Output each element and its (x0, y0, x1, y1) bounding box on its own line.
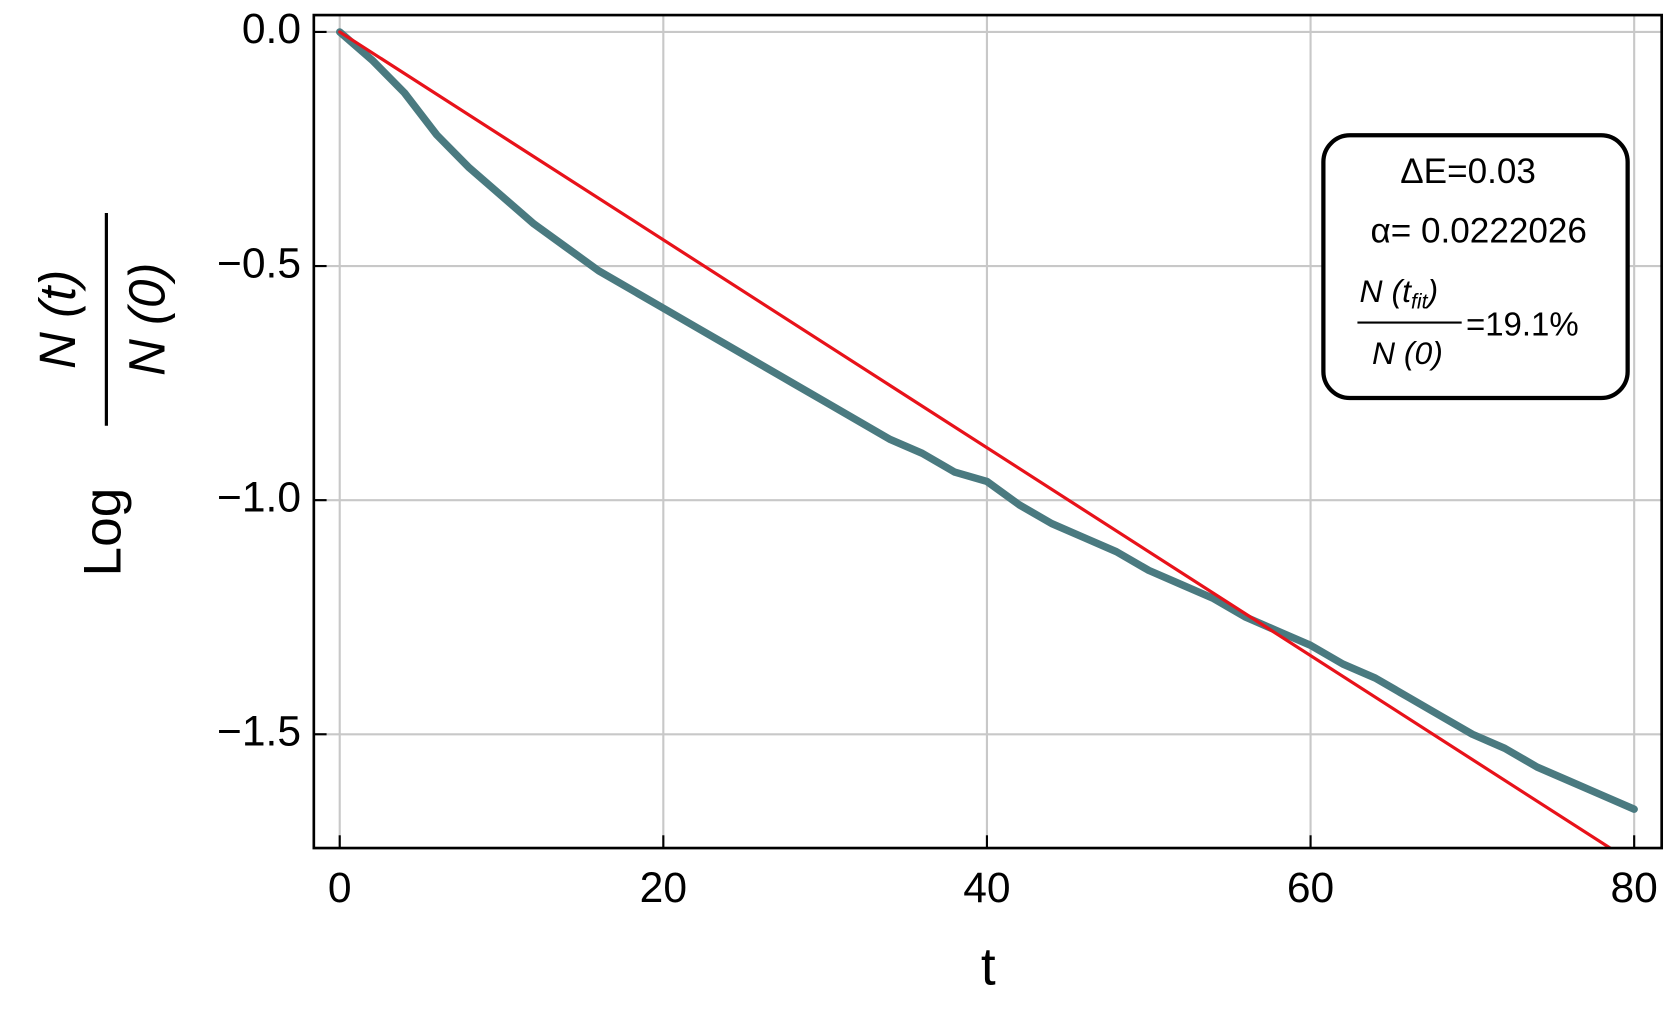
grid (313, 15, 1662, 849)
annotation-ratio-value: =19.1% (1466, 305, 1579, 342)
y-tick-label: −1.5 (217, 708, 301, 756)
annotation-box: ΔE=0.03 α= 0.0222026 N (tfit) N (0) =19.… (1321, 133, 1630, 401)
x-axis-label: t (981, 937, 996, 996)
y-tick-label: 0.0 (242, 5, 301, 53)
series-line (338, 30, 1614, 849)
ratio-close: ) (1424, 273, 1439, 309)
y-tick-label: −0.5 (217, 239, 301, 287)
x-tick-label: 0 (328, 864, 352, 912)
annotation-delta-e: ΔE=0.03 (1400, 152, 1536, 191)
ratio-subscript: fit (1411, 289, 1429, 313)
y-label-prefix: Log (73, 488, 132, 577)
annotation-ratio-numerator: N (tfit) (1360, 273, 1439, 313)
ratio-numerator: N (t (1360, 273, 1413, 309)
x-tick-label: 80 (1611, 864, 1658, 912)
series-line (335, 28, 1638, 813)
annotation-frame (1321, 133, 1630, 401)
plot-area (335, 28, 1638, 849)
y-label-denominator: N (0) (119, 263, 176, 376)
annotation-alpha: α= 0.0222026 (1370, 211, 1586, 250)
y-axis-label: Log N (t) N (0) (29, 212, 176, 577)
y-tick-label: −1.0 (217, 473, 301, 521)
annotation-ratio-denominator: N (0) (1372, 335, 1443, 371)
x-tick-label: 40 (963, 864, 1010, 912)
y-label-numerator: N (t) (29, 270, 86, 369)
x-tick-label: 20 (640, 864, 687, 912)
x-tick-label: 60 (1287, 864, 1334, 912)
